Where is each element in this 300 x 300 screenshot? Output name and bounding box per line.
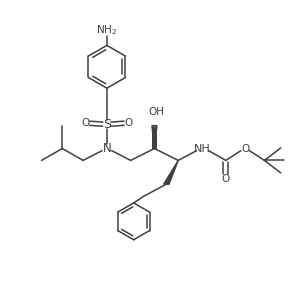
Text: NH$_2$: NH$_2$: [96, 23, 118, 37]
Text: O: O: [241, 143, 249, 154]
Text: OH: OH: [148, 107, 164, 117]
Text: NH: NH: [194, 143, 210, 154]
Text: S: S: [103, 118, 111, 131]
Text: O: O: [124, 118, 132, 128]
Polygon shape: [152, 126, 157, 148]
Text: O: O: [81, 118, 90, 128]
Text: N: N: [103, 142, 111, 155]
Polygon shape: [164, 160, 178, 184]
Text: O: O: [222, 174, 230, 184]
